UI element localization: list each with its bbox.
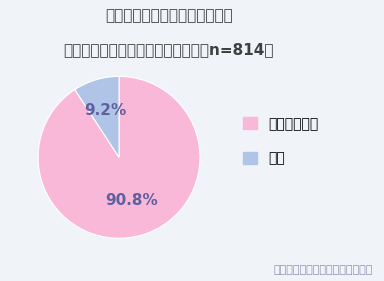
Wedge shape	[75, 76, 119, 157]
Wedge shape	[38, 76, 200, 238]
Text: ネットショッピングでの購入経験（n=814）: ネットショッピングでの購入経験（n=814）	[64, 42, 274, 57]
Text: 食品や日用品等の生活必需品の: 食品や日用品等の生活必需品の	[105, 8, 233, 23]
Text: 9.2%: 9.2%	[84, 103, 126, 118]
Text: ソフトブレーン・フィールド調べ: ソフトブレーン・フィールド調べ	[273, 265, 372, 275]
Text: 90.8%: 90.8%	[105, 192, 158, 208]
Legend: 購入経験有り, 無し: 購入経験有り, 無し	[237, 111, 324, 171]
